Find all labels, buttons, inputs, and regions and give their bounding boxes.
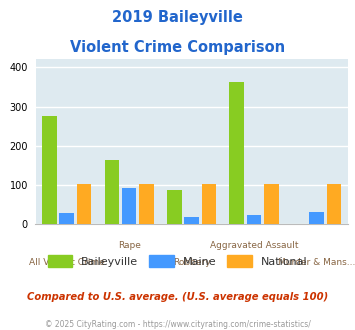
Bar [42,116,56,224]
Bar [264,184,279,224]
Text: All Violent Crime: All Violent Crime [29,258,105,267]
Text: © 2025 CityRating.com - https://www.cityrating.com/crime-statistics/: © 2025 CityRating.com - https://www.city… [45,320,310,329]
Bar [327,184,342,224]
Bar [229,82,244,224]
Bar [167,190,181,224]
Bar [77,184,92,224]
Text: Robbery: Robbery [173,258,211,267]
Bar [185,217,199,224]
Text: Violent Crime Comparison: Violent Crime Comparison [70,40,285,54]
Bar [247,214,261,224]
Bar [140,184,154,224]
Text: Rape: Rape [118,241,141,250]
Text: 2019 Baileyville: 2019 Baileyville [112,10,243,25]
Bar [60,213,74,224]
Text: Compared to U.S. average. (U.S. average equals 100): Compared to U.S. average. (U.S. average … [27,292,328,302]
Bar [104,160,119,224]
Bar [122,188,136,224]
Bar [310,212,324,224]
Text: Aggravated Assault: Aggravated Assault [210,241,299,250]
Legend: Baileyville, Maine, National: Baileyville, Maine, National [48,255,307,267]
Bar [202,184,217,224]
Text: Murder & Mans...: Murder & Mans... [278,258,355,267]
